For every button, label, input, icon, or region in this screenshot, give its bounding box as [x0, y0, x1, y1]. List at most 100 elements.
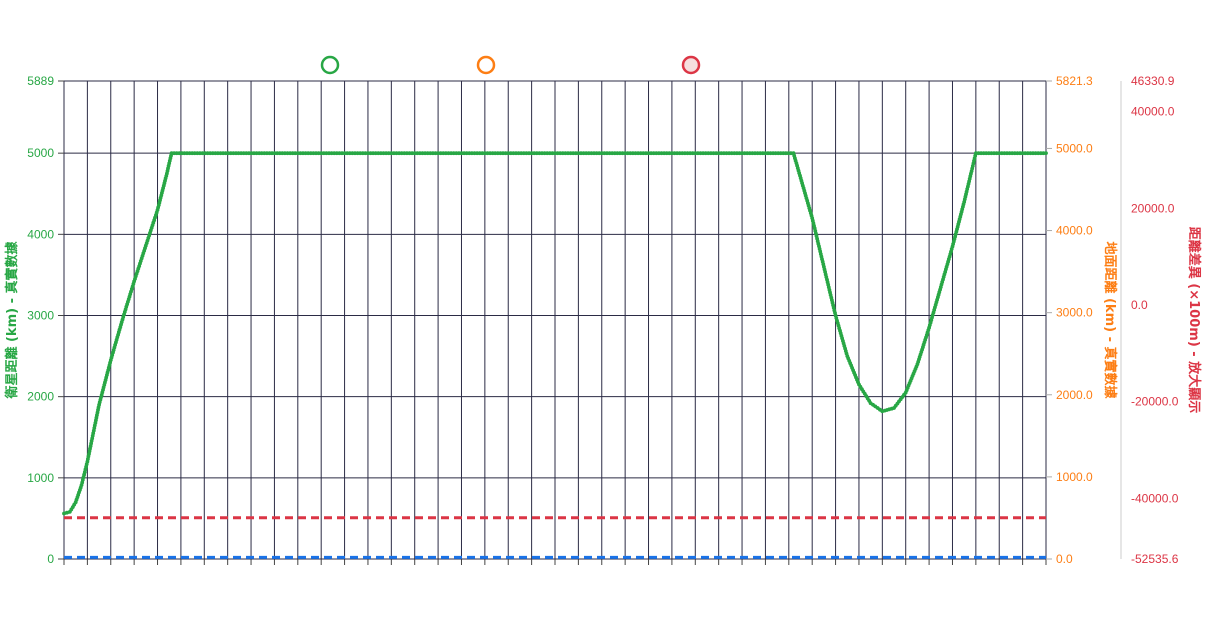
data-point	[228, 151, 233, 156]
data-point	[371, 151, 375, 156]
data-point	[979, 151, 983, 156]
ground-tick-label: 3000.0	[1056, 306, 1093, 320]
data-point	[573, 151, 578, 156]
data-point	[1010, 151, 1015, 156]
data-point	[709, 151, 713, 156]
data-point	[670, 151, 674, 156]
data-point	[298, 151, 303, 156]
data-point	[693, 151, 698, 156]
data-point	[1005, 151, 1009, 156]
data-point	[508, 151, 513, 156]
data-point	[355, 151, 360, 156]
data-point	[783, 151, 788, 156]
data-point	[444, 151, 448, 156]
data-point	[1023, 151, 1028, 156]
data-point	[244, 151, 249, 156]
legend-marker-difference[interactable]	[681, 55, 701, 75]
data-point	[649, 151, 653, 156]
data-point	[412, 151, 417, 156]
data-point	[550, 151, 555, 156]
legend[interactable]	[320, 55, 701, 75]
data-point	[410, 151, 414, 156]
data-point	[563, 151, 568, 156]
data-point	[1015, 151, 1020, 156]
data-point	[311, 151, 316, 156]
data-point	[192, 151, 197, 156]
ground-tick-label: 1000.0	[1056, 470, 1093, 484]
data-point	[428, 151, 433, 156]
data-point	[540, 151, 544, 156]
data-point	[994, 151, 999, 156]
data-point	[631, 151, 635, 156]
data-point	[1031, 151, 1035, 156]
data-point	[714, 151, 718, 156]
data-point	[65, 510, 69, 515]
data-point	[667, 151, 672, 156]
data-point	[501, 151, 505, 156]
axes: 0 1000 2000 3000 4000 5000 5889 0.0 1000.0 2000.0…	[27, 74, 1178, 566]
data-point	[527, 151, 531, 156]
data-point	[605, 151, 609, 156]
data-point	[753, 151, 757, 156]
data-point	[423, 151, 427, 156]
data-point	[599, 151, 604, 156]
data-point	[742, 151, 747, 156]
data-point	[483, 151, 487, 156]
data-point	[511, 151, 516, 156]
data-point	[231, 151, 236, 156]
data-point	[688, 151, 692, 156]
data-point	[514, 151, 518, 156]
data-point	[729, 151, 734, 156]
data-point	[654, 151, 659, 156]
data-point	[1044, 151, 1048, 156]
data-point	[62, 511, 66, 516]
data-point	[272, 151, 277, 156]
data-point	[464, 151, 469, 156]
data-point	[438, 151, 443, 156]
data-point	[198, 151, 202, 156]
data-point	[537, 151, 542, 156]
data-point	[532, 151, 537, 156]
data-point	[236, 151, 241, 156]
data-point	[337, 151, 342, 156]
data-point	[475, 151, 479, 156]
data-point	[342, 151, 347, 156]
data-point	[974, 151, 978, 156]
data-point	[470, 151, 474, 156]
data-point	[259, 151, 264, 156]
data-point	[727, 151, 731, 156]
data-point	[602, 151, 607, 156]
data-point	[750, 151, 755, 156]
data-point	[594, 151, 599, 156]
legend-marker-satellite[interactable]	[320, 55, 340, 75]
left-tick-label: 1000	[27, 471, 54, 485]
data-point	[485, 151, 490, 156]
data-point	[610, 151, 615, 156]
data-point	[334, 151, 339, 156]
ground-tick-label: 5000.0	[1056, 141, 1093, 155]
data-point	[402, 151, 407, 156]
data-point	[716, 151, 721, 156]
data-point	[986, 151, 991, 156]
legend-marker-ground[interactable]	[476, 55, 496, 75]
ground-tick-label: 0.0	[1056, 552, 1073, 566]
data-point	[571, 151, 576, 156]
difference-axis-title: 距離差異 (×100m) - 放大顯示	[1186, 227, 1202, 413]
data-point	[737, 151, 742, 156]
data-point	[327, 151, 331, 156]
data-point	[454, 151, 459, 156]
data-point	[719, 151, 724, 156]
difference-tick-label: -52535.6	[1131, 552, 1179, 566]
series	[62, 151, 1048, 559]
data-point	[589, 151, 594, 156]
data-point	[1012, 151, 1017, 156]
data-point	[592, 151, 596, 156]
data-point	[1025, 151, 1030, 156]
data-point	[285, 151, 290, 156]
data-point	[664, 151, 669, 156]
data-point	[280, 151, 285, 156]
data-point	[498, 151, 503, 156]
data-point	[210, 151, 215, 156]
data-point	[216, 151, 220, 156]
ground-tick-label: 4000.0	[1056, 224, 1093, 238]
